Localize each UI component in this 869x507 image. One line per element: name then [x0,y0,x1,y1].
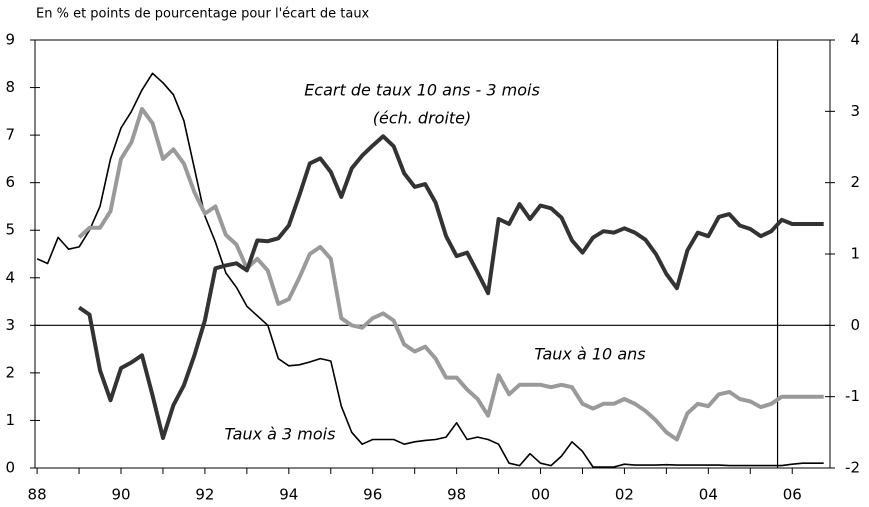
y-tick-label: 4 [5,268,15,286]
series-label: Ecart de taux 10 ans - 3 mois [304,81,540,100]
series-label: Taux à 3 mois [225,425,336,444]
series-label: Taux à 10 ans [534,345,645,364]
y-tick-label: 1 [5,411,15,429]
series-line [77,107,824,442]
x-tick-label: 98 [447,486,466,504]
y-tick-label: 9 [5,31,15,49]
x-tick-label: 88 [28,486,47,504]
y-tick-label: 5 [5,221,15,239]
y2-tick-label: 2 [850,173,860,191]
y2-tick-label: -1 [845,387,860,405]
y-tick-label: 6 [5,173,15,191]
x-tick-label: 04 [699,486,718,504]
y-tick-label: 0 [5,459,15,477]
series-line [36,72,824,468]
x-tick-label: 00 [531,486,550,504]
y2-tick-label: 4 [850,31,860,49]
x-tick-label: 90 [111,486,130,504]
chart-title: En % et points de pourcentage pour l'éca… [36,7,370,22]
y2-tick-label: 0 [850,316,860,334]
series-line [77,134,824,440]
y2-tick-label: -2 [845,459,860,477]
x-tick-label: 02 [615,486,634,504]
y-tick-label: 8 [5,78,15,96]
y2-tick-label: 1 [850,245,860,263]
x-tick-label: 06 [783,486,802,504]
y-tick-label: 3 [5,316,15,334]
annotation: (éch. droite) [373,109,472,128]
y-tick-label: 2 [5,363,15,381]
x-tick-label: 94 [279,486,298,504]
x-tick-label: 92 [195,486,214,504]
y-tick-label: 7 [5,126,15,144]
y2-tick-label: 3 [850,102,860,120]
x-tick-label: 96 [363,486,382,504]
